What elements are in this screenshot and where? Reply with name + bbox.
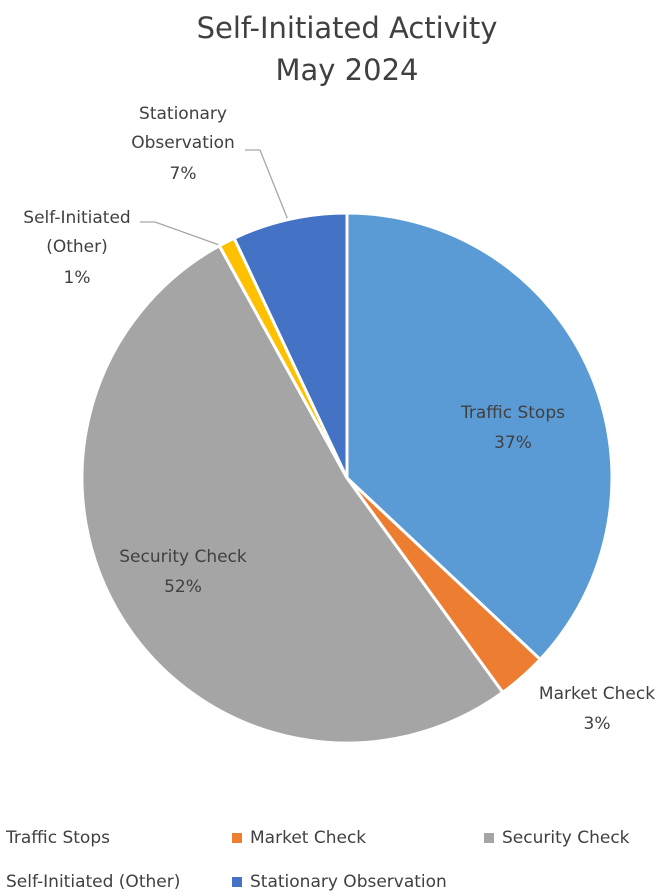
- chart-title: Self-Initiated Activity: [197, 11, 498, 45]
- data-label-value: 52%: [164, 577, 202, 597]
- legend-label: Traffic Stops: [5, 828, 110, 848]
- legend-label: Market Check: [250, 828, 366, 848]
- data-label-name: Self-Initiated (Other): [23, 208, 130, 257]
- data-label-name: Traffic Stops: [460, 403, 565, 423]
- legend-label: Security Check: [502, 828, 630, 848]
- legend-swatch: [484, 833, 494, 843]
- data-label-value: 7%: [170, 164, 197, 184]
- legend-label: Self-Initiated (Other): [6, 872, 180, 892]
- legend-label: Stationary Observation: [250, 872, 447, 892]
- data-label-value: 3%: [584, 714, 611, 734]
- leader-line: [140, 221, 223, 247]
- data-label-value: 1%: [64, 268, 91, 288]
- legend-swatch: [232, 833, 242, 843]
- data-label-name: Stationary Observation: [131, 104, 235, 153]
- pie-slice: [80, 243, 505, 745]
- data-label-name: Security Check: [119, 547, 247, 567]
- legend-swatch: [232, 877, 242, 887]
- leader-line: [245, 149, 289, 221]
- chart-subtitle: May 2024: [276, 53, 419, 87]
- data-label-name: Market Check: [539, 684, 655, 704]
- data-label-value: 37%: [494, 433, 532, 453]
- pie-slice: [232, 211, 349, 479]
- pie-slice: [345, 211, 614, 662]
